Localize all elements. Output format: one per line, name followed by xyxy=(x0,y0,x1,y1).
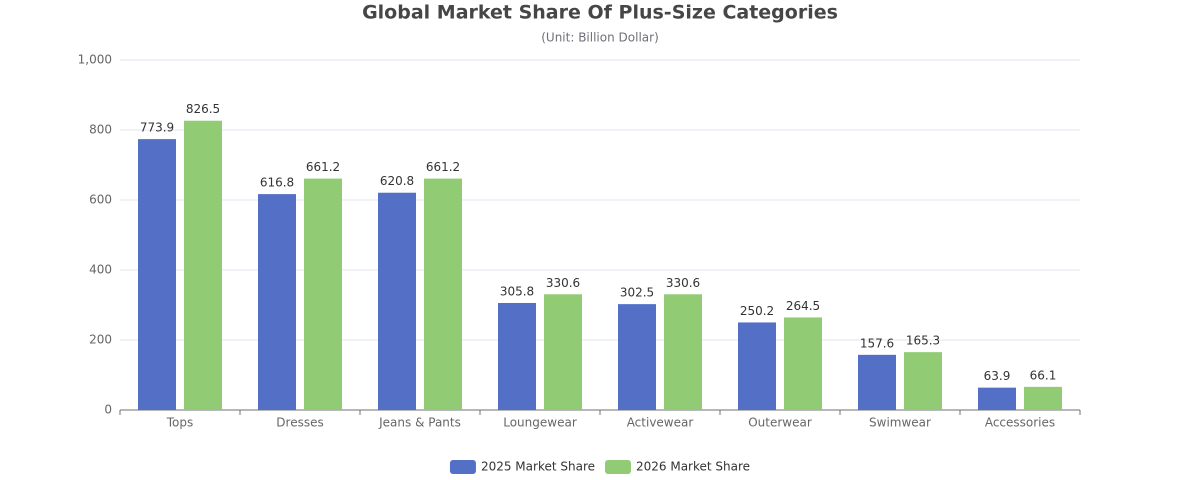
value-label: 661.2 xyxy=(426,160,460,174)
legend-swatch xyxy=(449,460,476,474)
value-label: 157.6 xyxy=(860,336,894,350)
y-tick-label: 200 xyxy=(89,333,112,347)
bar xyxy=(378,192,416,410)
y-tick-label: 0 xyxy=(104,403,112,417)
value-label: 302.5 xyxy=(620,286,654,300)
x-tick-label: Tops xyxy=(166,416,194,430)
value-label: 63.9 xyxy=(984,369,1011,383)
value-label: 826.5 xyxy=(186,102,220,116)
x-tick-label: Swimwear xyxy=(869,416,931,430)
value-label: 330.6 xyxy=(546,276,580,290)
bar xyxy=(618,304,656,410)
x-tick-label: Outerwear xyxy=(748,416,812,430)
value-label: 305.8 xyxy=(500,284,534,298)
x-tick-label: Dresses xyxy=(276,416,323,430)
bar xyxy=(904,352,942,410)
bar xyxy=(978,387,1016,410)
bar xyxy=(858,354,896,410)
value-label: 661.2 xyxy=(306,160,340,174)
value-label: 616.8 xyxy=(260,176,294,190)
bar xyxy=(738,322,776,410)
chart-subtitle: (Unit: Billion Dollar) xyxy=(541,31,659,45)
y-tick-label: 1,000 xyxy=(78,53,112,67)
y-tick-label: 800 xyxy=(89,123,112,137)
legend-label: 2025 Market Share xyxy=(481,460,595,474)
legend-label: 2026 Market Share xyxy=(636,460,750,474)
chart-title: Global Market Share Of Plus-Size Categor… xyxy=(362,2,838,24)
bar xyxy=(544,294,582,410)
x-tick-label: Accessories xyxy=(985,416,1055,430)
y-tick-label: 400 xyxy=(89,263,112,277)
bar xyxy=(424,178,462,410)
bar xyxy=(304,178,342,410)
value-label: 250.2 xyxy=(740,304,774,318)
value-label: 165.3 xyxy=(906,334,940,348)
bar xyxy=(184,120,222,410)
bar xyxy=(498,302,536,410)
x-tick-label: Loungewear xyxy=(503,416,577,430)
x-tick-label: Jeans & Pants xyxy=(378,416,461,430)
x-tick-label: Activewear xyxy=(627,416,694,430)
value-label: 264.5 xyxy=(786,299,820,313)
bar xyxy=(784,317,822,410)
value-label: 773.9 xyxy=(140,121,174,135)
value-label: 330.6 xyxy=(666,276,700,290)
value-label: 66.1 xyxy=(1030,368,1057,382)
value-label: 620.8 xyxy=(380,174,414,188)
legend-swatch xyxy=(605,460,631,474)
bar xyxy=(138,139,176,410)
bar xyxy=(258,194,296,410)
y-tick-label: 600 xyxy=(89,193,112,207)
bar xyxy=(664,294,702,410)
bar xyxy=(1024,386,1062,410)
